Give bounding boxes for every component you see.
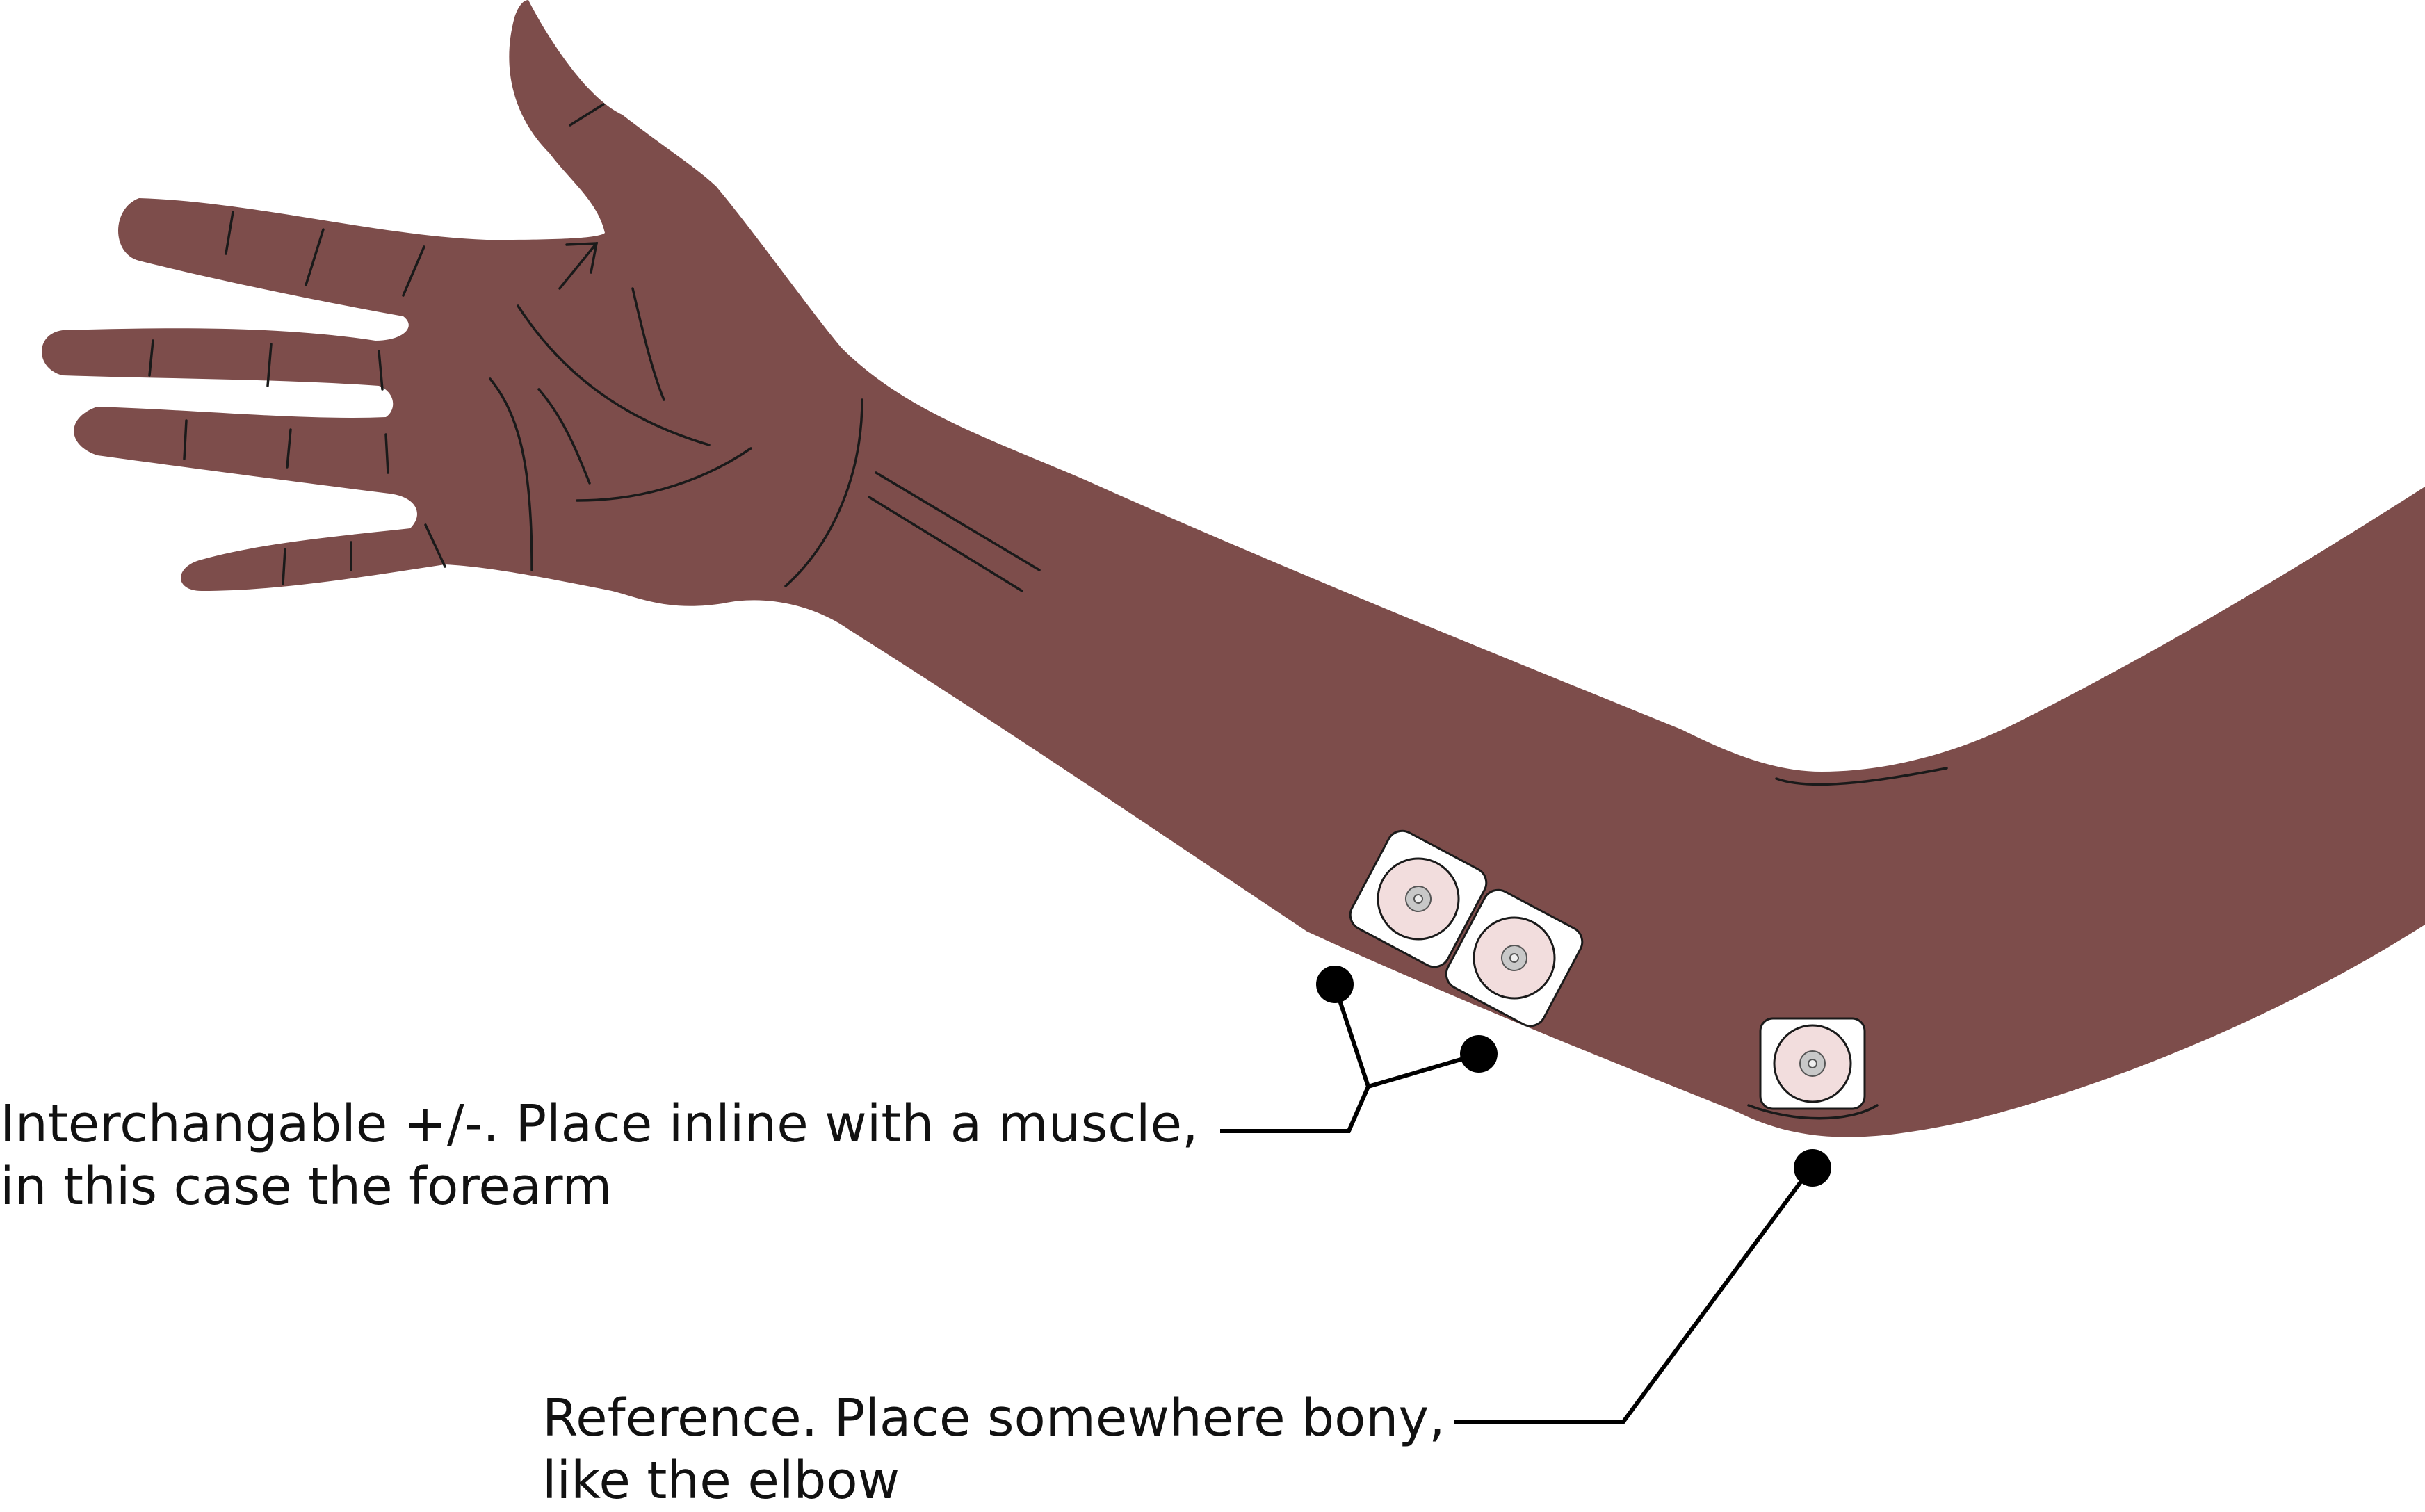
- crease-line: [1747, 1104, 1879, 1120]
- electrode-contact-center: [1509, 953, 1519, 963]
- crease-line: [537, 388, 591, 485]
- crease-line: [148, 339, 154, 377]
- active-marker-dot: [1460, 1035, 1498, 1073]
- crease-line: [565, 242, 599, 274]
- active-electrode: [1349, 829, 1488, 968]
- active-leader-branch: [1368, 1052, 1478, 1089]
- active-leader-line: [1220, 985, 1371, 1133]
- crease-line: [875, 471, 1041, 571]
- crease-line: [868, 496, 1023, 592]
- crease-line: [558, 242, 598, 290]
- crease-line: [384, 433, 389, 474]
- crease-line: [266, 343, 273, 387]
- active-marker-dot: [1316, 966, 1354, 1003]
- reference-electrode: [1759, 1017, 1866, 1110]
- skin-crease-lines: [148, 103, 1948, 1120]
- crease-line: [286, 428, 292, 469]
- crease-line: [784, 398, 863, 587]
- active-electrode-label-line-2: in this case the forearm: [0, 1157, 613, 1217]
- crease-line: [378, 350, 384, 391]
- crease-line: [631, 287, 665, 401]
- hand-and-forearm: [42, 0, 2425, 1137]
- reference-marker-dot: [1794, 1149, 1831, 1187]
- crease-line: [225, 211, 234, 255]
- reference-leader-line: [1454, 1166, 1813, 1424]
- crease-line: [1775, 767, 1948, 786]
- crease-line: [517, 304, 711, 446]
- active-electrode-label-line-1: Interchangable +/-. Place inline with a …: [0, 1094, 1199, 1154]
- reference-electrode-label-line-1: Reference. Place somewhere bony,: [542, 1388, 1445, 1448]
- leader-lines: [1220, 985, 1813, 1424]
- crease-line: [576, 447, 752, 502]
- crease-line: [569, 103, 605, 127]
- crease-line: [489, 377, 533, 571]
- crease-line: [402, 245, 425, 297]
- crease-line: [282, 548, 286, 585]
- reference-electrode-label-line-2: like the elbow: [542, 1451, 900, 1511]
- electrode-contact-center: [1413, 894, 1423, 904]
- crease-line: [424, 523, 446, 568]
- crease-line: [183, 419, 188, 460]
- electrode-contact-center: [1808, 1059, 1817, 1068]
- crease-line: [305, 228, 325, 286]
- active-electrode: [1445, 888, 1584, 1027]
